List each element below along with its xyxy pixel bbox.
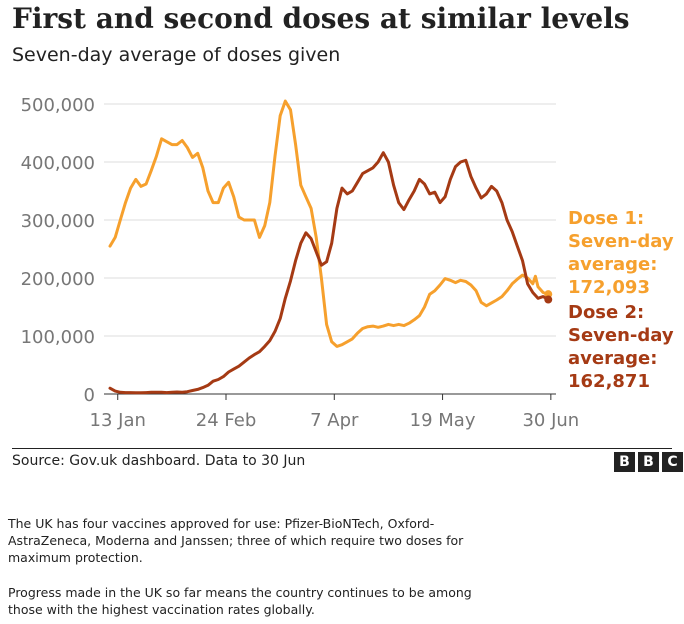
annotation-line: Dose 2: bbox=[568, 302, 644, 323]
y-tick-label: 0 bbox=[84, 385, 95, 406]
footer-divider bbox=[12, 448, 672, 449]
chart-title: First and second doses at similar levels bbox=[12, 2, 630, 35]
bbc-logo: B B C bbox=[614, 452, 683, 472]
line-chart: 0 100,000 200,000 300,000 400,000 500,000 13 … bbox=[21, 95, 674, 431]
annotation-line: 172,093 bbox=[568, 277, 650, 298]
dose-2-endpoint bbox=[544, 295, 553, 304]
y-tick-label: 100,000 bbox=[21, 327, 95, 348]
y-tick-label: 500,000 bbox=[21, 95, 95, 116]
annotation-line: Seven-day bbox=[568, 231, 674, 252]
description-paragraph: Progress made in the UK so far means the… bbox=[8, 585, 472, 617]
description-paragraph: The UK has four vaccines approved for us… bbox=[8, 516, 464, 565]
annotation-line: average: bbox=[568, 254, 657, 275]
x-tick-label: 7 Apr bbox=[310, 410, 359, 431]
x-tick-label: 13 Jan bbox=[90, 410, 146, 431]
x-tick-label: 19 May bbox=[410, 410, 476, 431]
bbc-logo-letter: C bbox=[662, 452, 683, 472]
bbc-logo-letter: B bbox=[614, 452, 635, 472]
annotation-line: average: bbox=[568, 348, 657, 369]
annotation-line: Dose 1: bbox=[568, 208, 644, 229]
chart-subtitle: Seven-day average of doses given bbox=[12, 44, 341, 66]
x-tick-label: 24 Feb bbox=[196, 410, 257, 431]
annotation-line: 162,871 bbox=[568, 371, 650, 392]
y-tick-label: 200,000 bbox=[21, 269, 95, 290]
source-note: Source: Gov.uk dashboard. Data to 30 Jun bbox=[12, 453, 306, 469]
annotation-line: Seven-day bbox=[568, 325, 674, 346]
x-tick-label: 30 Jun bbox=[522, 410, 579, 431]
y-tick-label: 400,000 bbox=[21, 153, 95, 174]
dose-1-line bbox=[108, 99, 550, 348]
bbc-logo-letter: B bbox=[638, 452, 659, 472]
y-tick-label: 300,000 bbox=[21, 211, 95, 232]
dose-2-line bbox=[108, 151, 550, 395]
